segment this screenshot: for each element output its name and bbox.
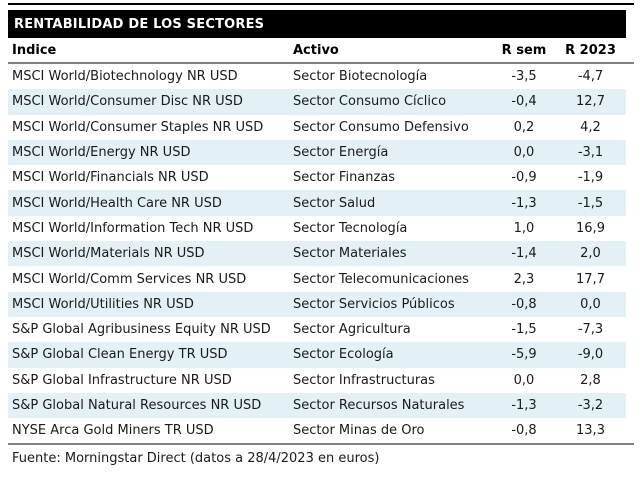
r-sem-cell: 1,0 <box>513 220 535 236</box>
table-row: MSCI World/Energy NR USD Sector Energía 0,… <box>8 139 626 166</box>
index-cell: MSCI World/Energy NR USD <box>12 145 191 161</box>
index-cell: S&P Global Natural Resources NR USD <box>12 398 262 413</box>
index-cell: MSCI World/Information Tech NR USD <box>12 220 254 236</box>
r-2023-cell: 4,2 <box>580 119 601 135</box>
table-row: S&P Global Natural Resources NR USD Secto… <box>8 392 626 419</box>
table-title-bar: RENTABILIDAD DE LOS SECTORES <box>8 10 626 38</box>
r-sem-cell: -5,9 <box>511 347 537 363</box>
index-cell: MSCI World/Materials NR USD <box>12 246 205 262</box>
table-header-row: Índice Activo R sem R 2023 <box>8 38 626 62</box>
activo-cell: Sector Consumo Defensivo <box>293 119 469 135</box>
index-cell: MSCI World/Biotechnology NR USD <box>12 69 238 85</box>
r-sem-cell: 0,0 <box>513 145 535 161</box>
activo-cell: Sector Recursos Naturales <box>293 398 465 413</box>
r-2023-cell: -7,3 <box>577 322 604 338</box>
table-row: MSCI World/Comm Services NR USD Sector Te… <box>8 266 626 292</box>
header-divider-line <box>8 62 634 64</box>
index-cell: MSCI World/Utilities NR USD <box>12 296 194 312</box>
r-2023-cell: 17,7 <box>576 271 605 287</box>
r-2023-cell: -9,0 <box>577 347 604 363</box>
table-row: S&P Global Infrastructure NR USD Sector I… <box>8 367 626 393</box>
activo-cell: Sector Agricultura <box>293 322 411 338</box>
table-row: NYSE Arca Gold Miners TR USD Sector Minas… <box>8 418 626 444</box>
table-row: MSCI World/Utilities NR USD Sector Servic… <box>8 291 626 317</box>
index-cell: MSCI World/Health Care NR USD <box>12 195 222 211</box>
activo-cell: Sector Materiales <box>293 246 407 262</box>
r-2023-cell: 0,0 <box>580 296 601 312</box>
index-cell: MSCI World/Consumer Disc NR USD <box>12 94 243 110</box>
r-sem-cell: 0,0 <box>513 372 535 388</box>
r-2023-cell: 2,0 <box>580 246 601 262</box>
activo-cell: Sector Tecnología <box>293 220 408 236</box>
r-2023-cell: 16,9 <box>576 220 605 236</box>
col-header-r-sem: R sem <box>501 42 547 58</box>
r-sem-cell: -0,8 <box>511 296 537 312</box>
footer-divider-line <box>8 443 634 445</box>
table-row: MSCI World/Financials NR USD Sector Finan… <box>8 165 626 191</box>
table-body: MSCI World/Biotechnology NR USD Sector Bi… <box>8 64 626 444</box>
r-2023-cell: -1,5 <box>577 195 604 211</box>
table-row: S&P Global Clean Energy TR USD Sector Eco… <box>8 342 626 368</box>
r-2023-cell: 13,3 <box>576 423 605 439</box>
col-header-activo: Activo <box>293 42 339 58</box>
activo-cell: Sector Consumo Cíclico <box>293 94 447 110</box>
table-row: MSCI World/Consumer Disc NR USD Sector Co… <box>8 89 626 115</box>
r-sem-cell: 2,3 <box>513 271 535 287</box>
r-2023-cell: -1,9 <box>577 170 604 186</box>
r-sem-cell: -3,5 <box>511 69 537 85</box>
index-cell: NYSE Arca Gold Miners TR USD <box>12 423 214 439</box>
r-2023-cell: 2,8 <box>580 372 601 388</box>
table-row: MSCI World/Biotechnology NR USD Sector Bi… <box>8 64 626 90</box>
activo-cell: Sector Telecomunicaciones <box>293 271 469 287</box>
activo-cell: Sector Ecología <box>293 347 394 363</box>
activo-cell: Sector Infrastructuras <box>293 372 435 388</box>
activo-cell: Sector Finanzas <box>293 170 396 186</box>
r-2023-cell: -3,1 <box>577 145 604 161</box>
table-row: MSCI World/Information Tech NR USD Sector… <box>8 215 626 242</box>
top-border-line <box>8 3 634 5</box>
r-sem-cell: -0,9 <box>511 170 537 186</box>
index-cell: MSCI World/Comm Services NR USD <box>12 271 247 287</box>
r-sem-cell: 0,2 <box>513 119 535 135</box>
r-2023-cell: -4,7 <box>577 69 604 85</box>
table-row: MSCI World/Consumer Staples NR USD Sector… <box>8 114 626 140</box>
r-sem-cell: -0,8 <box>511 423 537 439</box>
r-2023-cell: 12,7 <box>576 94 605 110</box>
activo-cell: Sector Minas de Oro <box>293 423 425 439</box>
activo-cell: Sector Energía <box>293 145 389 161</box>
r-sem-cell: -1,3 <box>511 398 537 413</box>
activo-cell: Sector Servicios Públicos <box>293 296 455 312</box>
col-header-indice: Índice <box>12 42 57 58</box>
index-cell: MSCI World/Consumer Staples NR USD <box>12 119 264 135</box>
r-sem-cell: -1,3 <box>511 195 537 211</box>
r-2023-cell: -3,2 <box>577 398 604 413</box>
table-row: S&P Global Agribusiness Equity NR USD Sec… <box>8 316 626 343</box>
activo-cell: Sector Biotecnología <box>293 69 428 85</box>
table-title: RENTABILIDAD DE LOS SECTORES <box>14 16 265 32</box>
index-cell: S&P Global Infrastructure NR USD <box>12 372 232 388</box>
source-note: Fuente: Morningstar Direct (datos a 28/4… <box>12 451 380 466</box>
col-header-r-2023: R 2023 <box>565 42 616 58</box>
index-cell: S&P Global Agribusiness Equity NR USD <box>12 322 271 338</box>
index-cell: MSCI World/Financials NR USD <box>12 170 209 186</box>
table-row: MSCI World/Health Care NR USD Sector Salu… <box>8 190 626 216</box>
r-sem-cell: -1,5 <box>511 322 537 338</box>
table-row: MSCI World/Materials NR USD Sector Materi… <box>8 241 626 267</box>
r-sem-cell: -0,4 <box>511 94 537 110</box>
index-cell: S&P Global Clean Energy TR USD <box>12 347 228 363</box>
activo-cell: Sector Salud <box>293 195 376 211</box>
r-sem-cell: -1,4 <box>511 246 537 262</box>
